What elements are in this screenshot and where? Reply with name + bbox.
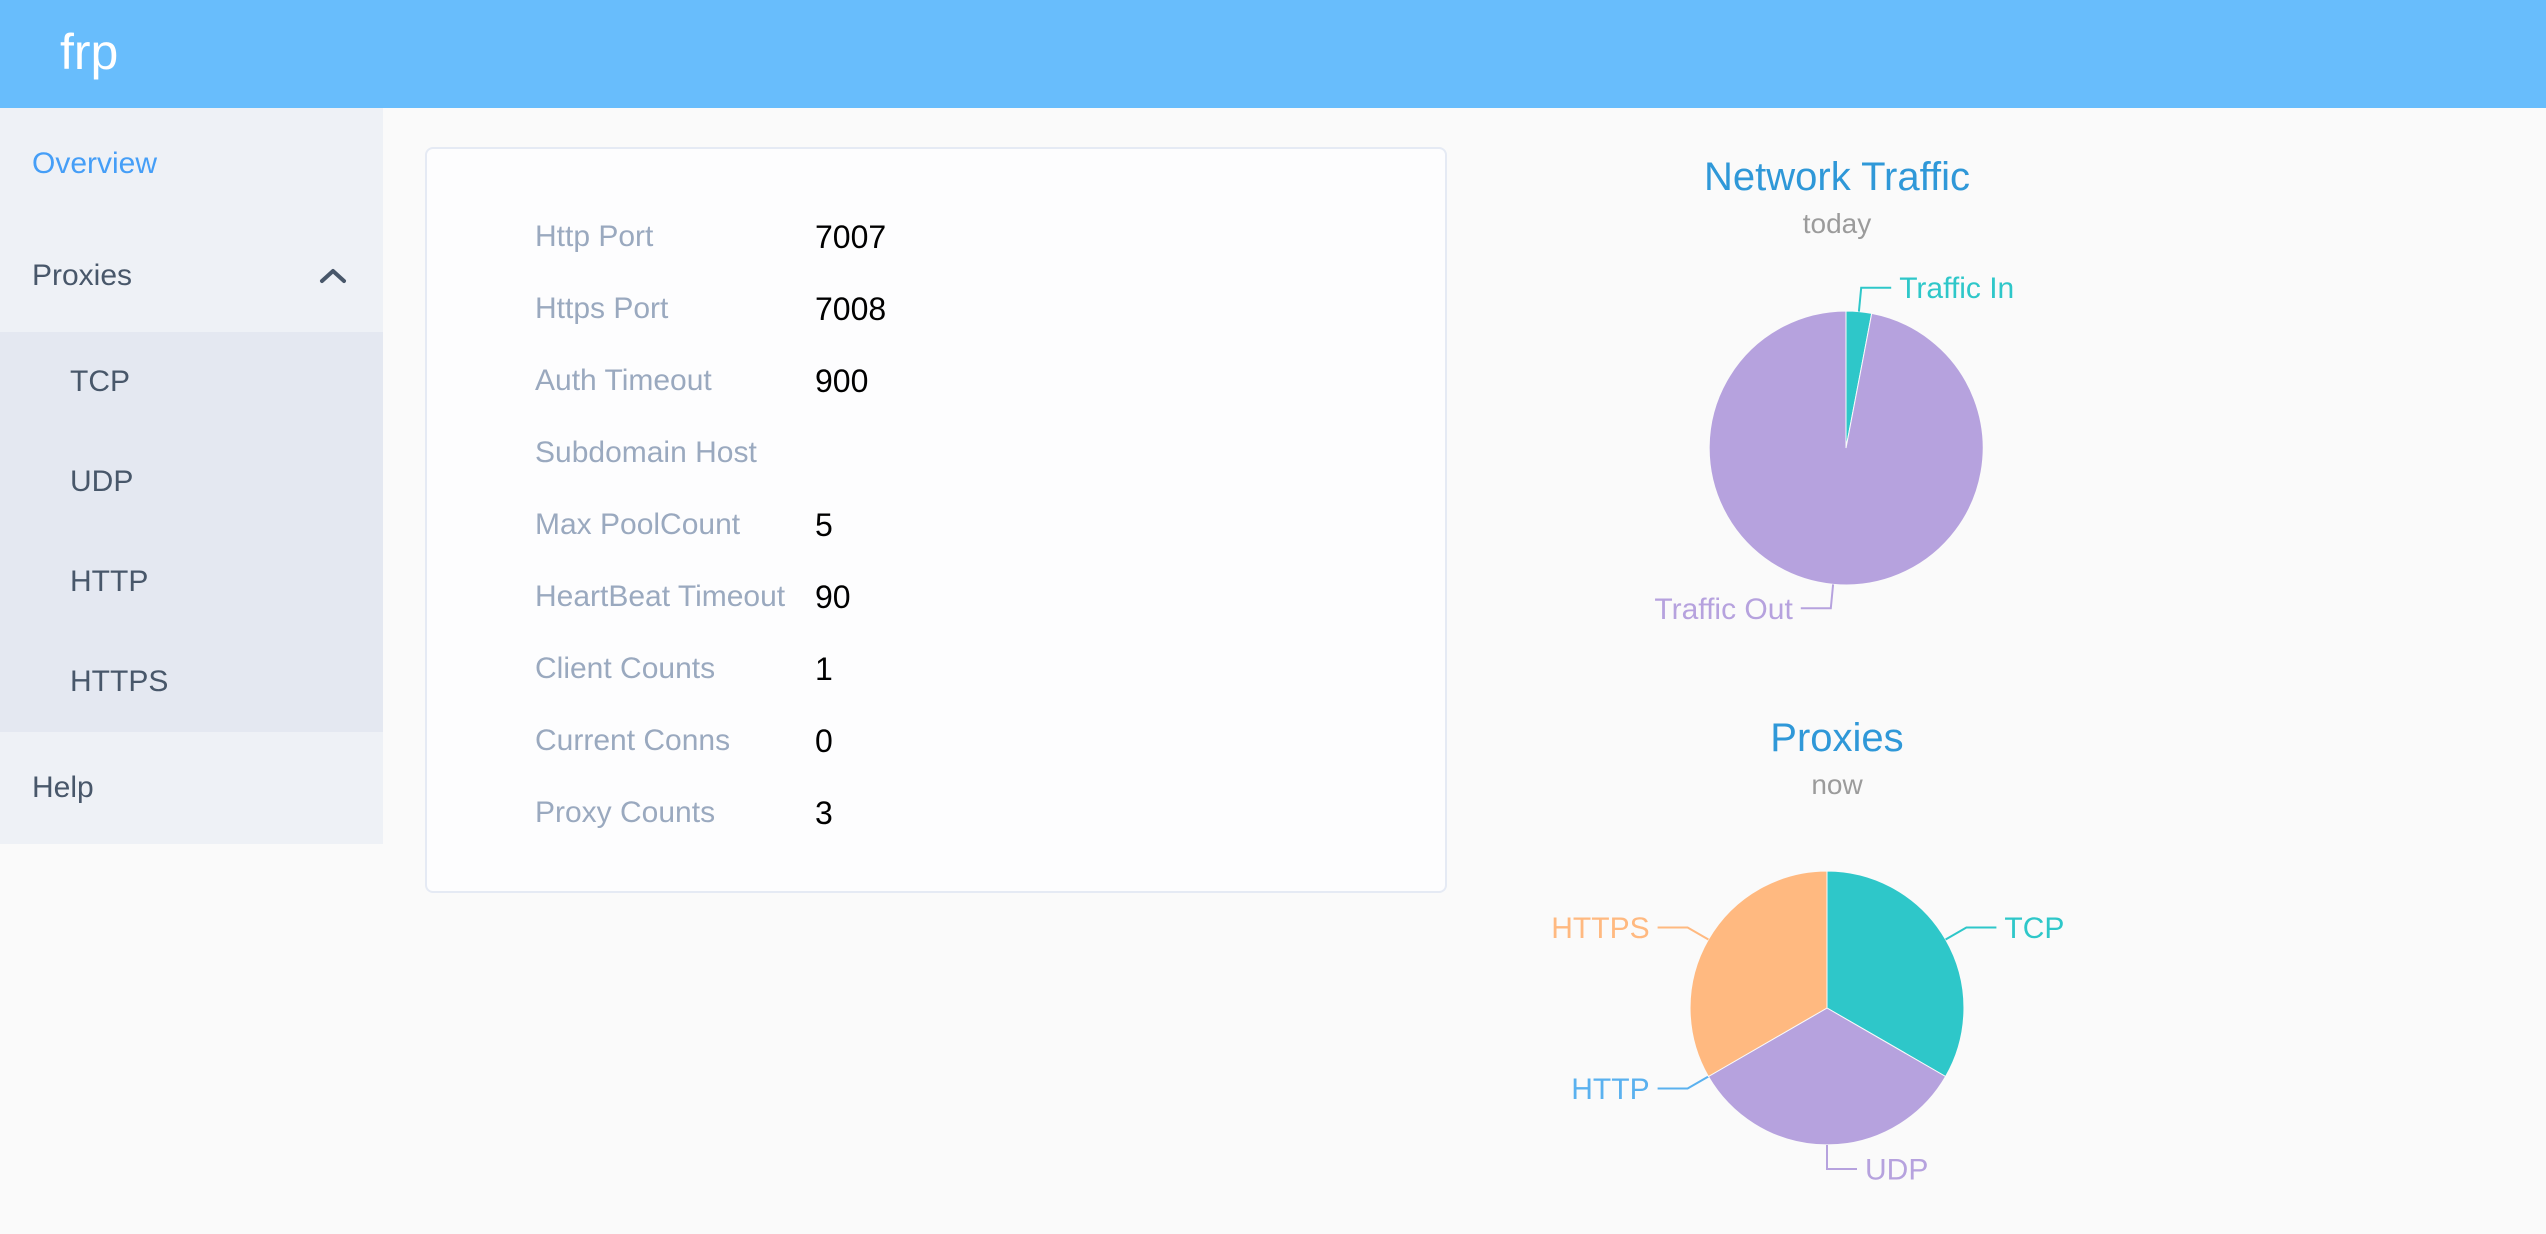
sidebar-item-https[interactable]: HTTPS bbox=[0, 632, 383, 732]
proxies-pie-chart[interactable]: TCP UDP HTTP HTTPS bbox=[1447, 840, 2227, 1234]
sidebar-item-label: Help bbox=[32, 771, 94, 804]
pie-label-https: HTTPS bbox=[1551, 912, 1649, 945]
config-label: Auth Timeout bbox=[535, 364, 712, 397]
config-row: Auth Timeout 900 bbox=[427, 345, 1445, 417]
config-label: Proxy Counts bbox=[535, 796, 716, 829]
config-value: 7008 bbox=[815, 290, 887, 327]
pie-label-traffic-in: Traffic In bbox=[1899, 272, 2014, 305]
config-value: 1 bbox=[815, 650, 833, 687]
config-row: HeartBeat Timeout 90 bbox=[427, 561, 1445, 633]
chevron-up-icon bbox=[320, 269, 346, 283]
sidebar-item-label: HTTP bbox=[70, 565, 149, 598]
config-value: 7007 bbox=[815, 218, 887, 255]
pie-label-line-udp bbox=[1826, 1145, 1857, 1170]
sidebar-item-udp[interactable]: UDP bbox=[0, 432, 383, 532]
network-traffic-subtitle: today bbox=[1802, 208, 1872, 239]
pie-slice-udp[interactable] bbox=[1707, 1007, 1947, 1146]
app-header: frp bbox=[0, 0, 2546, 108]
config-value: 5 bbox=[815, 506, 833, 543]
config-row: Max PoolCount 5 bbox=[427, 489, 1445, 561]
sidebar-item-label: TCP bbox=[70, 365, 130, 398]
config-label: Http Port bbox=[535, 220, 654, 253]
sidebar-item-label: HTTPS bbox=[70, 665, 169, 698]
config-label: HeartBeat Timeout bbox=[535, 580, 786, 613]
config-row: Subdomain Host bbox=[427, 417, 1445, 489]
config-row: Https Port 7008 bbox=[427, 273, 1445, 345]
proxies-submenu: TCP UDP HTTP HTTPS bbox=[0, 332, 383, 732]
sidebar-item-overview[interactable]: Overview bbox=[0, 108, 383, 220]
pie-label-line-traffic-in bbox=[1857, 286, 1892, 312]
sidebar-item-help[interactable]: Help bbox=[0, 732, 383, 844]
config-row: Current Conns 0 bbox=[427, 705, 1445, 777]
sidebar-item-http[interactable]: HTTP bbox=[0, 532, 383, 632]
config-value: 3 bbox=[815, 794, 833, 831]
network-traffic-pie-chart[interactable]: Traffic In Traffic Out bbox=[1447, 250, 2227, 630]
pie-label-traffic-out: Traffic Out bbox=[1654, 593, 1793, 626]
pie-slice-traffic-out[interactable] bbox=[1708, 310, 1984, 586]
pie-label-line-traffic-out bbox=[1800, 584, 1835, 610]
pie-label-http: HTTP bbox=[1571, 1073, 1649, 1106]
sidebar-item-label: Overview bbox=[32, 147, 158, 180]
sidebar-item-proxies[interactable]: Proxies bbox=[0, 220, 383, 332]
pie-label-tcp: TCP bbox=[2004, 912, 2064, 945]
pie-label-udp: UDP bbox=[1865, 1154, 1928, 1187]
proxies-subtitle: now bbox=[1811, 769, 1863, 800]
sidebar-menu: Overview Proxies TCP UDP HTTP HTTPS Help bbox=[0, 108, 383, 844]
config-label: Https Port bbox=[535, 292, 669, 325]
sidebar-item-label: Proxies bbox=[32, 259, 133, 292]
config-label: Max PoolCount bbox=[535, 508, 741, 541]
config-row: Proxy Counts 3 bbox=[427, 777, 1445, 849]
config-value: 90 bbox=[815, 578, 851, 615]
config-label: Current Conns bbox=[535, 724, 731, 757]
sidebar-item-tcp[interactable]: TCP bbox=[0, 332, 383, 432]
proxies-title: Proxies bbox=[1770, 716, 1904, 760]
config-label: Client Counts bbox=[535, 652, 716, 685]
app-logo: frp bbox=[60, 24, 119, 80]
network-traffic-title: Network Traffic bbox=[1704, 155, 1970, 199]
server-config-card: Http Port 7007 Https Port 7008 Auth Time… bbox=[425, 147, 1447, 893]
config-label: Subdomain Host bbox=[535, 436, 757, 469]
config-value: 0 bbox=[815, 722, 833, 759]
config-value: 900 bbox=[815, 362, 869, 399]
pie-label-line-https bbox=[1657, 926, 1709, 941]
sidebar-item-label: UDP bbox=[70, 465, 134, 498]
config-row: Http Port 7007 bbox=[427, 201, 1445, 273]
pie-slice-tcp[interactable] bbox=[1826, 870, 1965, 1078]
pie-label-line-http bbox=[1657, 1075, 1709, 1090]
pie-slice-https[interactable] bbox=[1689, 870, 1828, 1078]
pie-label-line-tcp bbox=[1945, 926, 1997, 941]
config-row: Client Counts 1 bbox=[427, 633, 1445, 705]
